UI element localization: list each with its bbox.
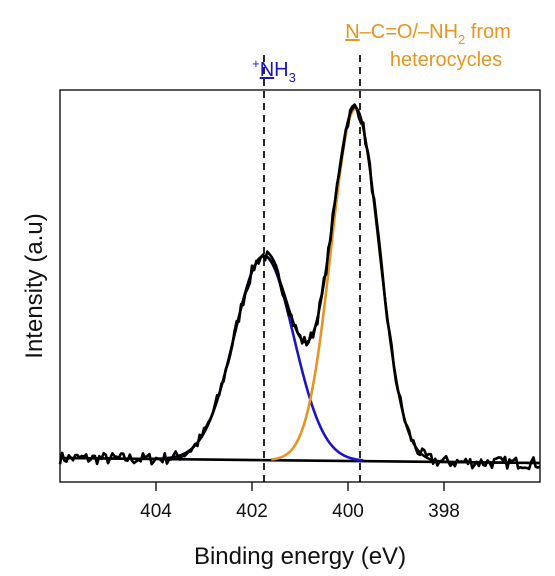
envelope-line bbox=[59, 105, 541, 465]
peak-label-nh3: +NH3 bbox=[252, 56, 296, 85]
x-tick-label: 400 bbox=[332, 501, 364, 522]
x-tick-label: 402 bbox=[236, 501, 268, 522]
label-subscript: 2 bbox=[458, 32, 465, 47]
measured-spectrum-line bbox=[58, 103, 541, 471]
peak-label-amide-line2: heterocycles bbox=[390, 49, 502, 71]
label-main: –C=O/–NH bbox=[360, 21, 458, 43]
label-tail: from bbox=[465, 21, 511, 43]
label-subscript: 3 bbox=[289, 70, 296, 85]
x-axis: 404 402 400 398 bbox=[140, 482, 460, 522]
x-axis-label: Binding energy (eV) bbox=[194, 543, 406, 570]
label-main: H bbox=[274, 59, 288, 81]
plot-frame bbox=[59, 89, 541, 483]
x-tick-label: 404 bbox=[140, 501, 172, 522]
fit-peak-2 bbox=[271, 107, 440, 463]
y-axis-label: Intensity (a.u) bbox=[21, 213, 48, 358]
peak-label-amide-line1: N–C=O/–NH2 from bbox=[345, 21, 511, 47]
label-underlined-atom: N bbox=[260, 59, 274, 81]
x-tick-label: 398 bbox=[428, 501, 460, 522]
label-superscript: + bbox=[252, 56, 260, 71]
label-underlined-atom: N bbox=[345, 21, 359, 43]
plot-layer bbox=[58, 55, 541, 482]
